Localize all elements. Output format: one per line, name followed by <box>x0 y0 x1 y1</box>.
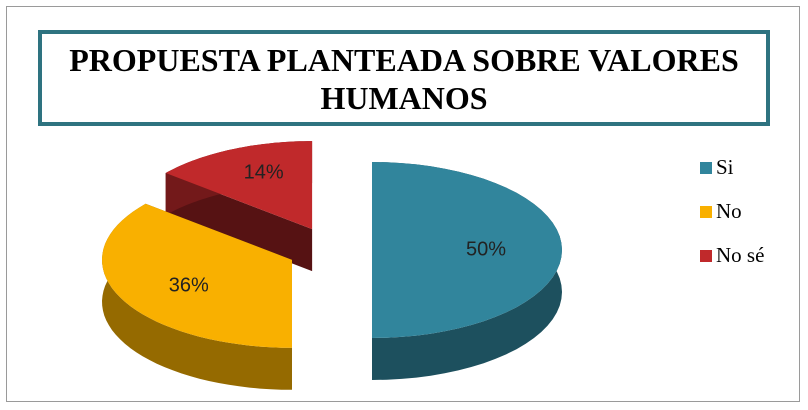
pie-slice <box>372 162 562 380</box>
legend-label: No <box>716 199 742 223</box>
chart-title: PROPUESTA PLANTEADA SOBRE VALORES HUMANO… <box>38 30 770 126</box>
data-label: 14% <box>244 162 284 184</box>
slice-top <box>102 203 292 348</box>
legend-label: No sé <box>716 243 764 267</box>
legend-swatch <box>700 162 712 174</box>
data-label: 50% <box>466 238 506 260</box>
chart-frame <box>6 6 800 402</box>
legend-swatch <box>700 206 712 218</box>
legend-swatch <box>700 250 712 262</box>
slice-side <box>102 203 292 390</box>
pie-slice <box>102 203 292 390</box>
pie-slice <box>165 141 313 272</box>
data-label: 36% <box>169 274 209 296</box>
legend-label: Si <box>716 155 734 179</box>
slice-top <box>165 141 313 230</box>
slice-top <box>372 162 562 338</box>
